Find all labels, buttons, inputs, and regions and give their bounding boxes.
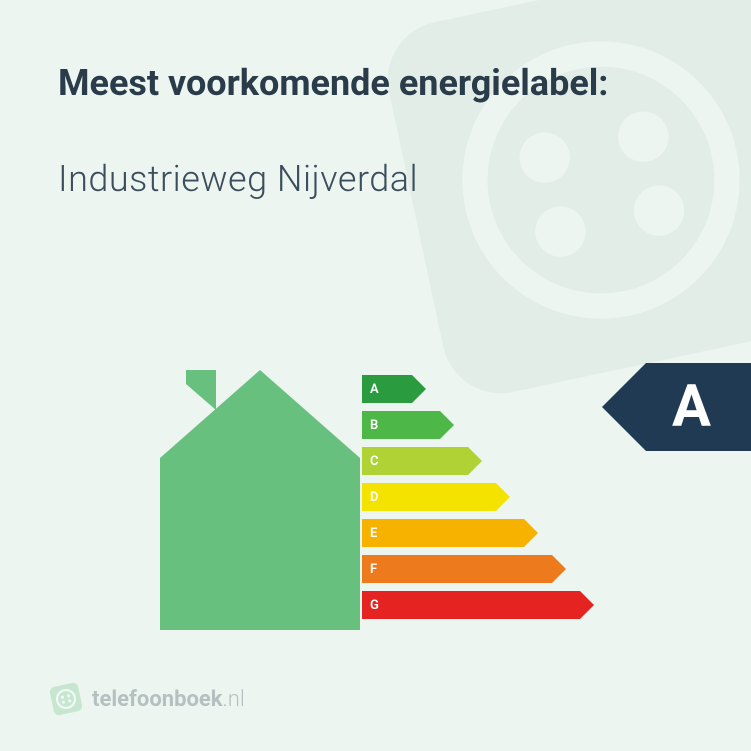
label-bar-arrow [580,591,594,619]
label-bar-text: B [362,411,440,439]
label-bar-arrow [524,519,538,547]
label-bar-arrow [412,375,426,403]
label-bar-arrow [496,483,510,511]
label-bar-a: A [362,375,426,403]
label-bar-text: G [362,591,580,619]
result-badge-letter: A [646,363,751,451]
label-bar-g: G [362,591,594,619]
label-bar-arrow [440,411,454,439]
footer-logo-icon [47,680,85,718]
footer-brand-light: .nl [223,687,245,712]
footer-brand-bold: telefoonboek [92,687,223,712]
label-bar-c: C [362,447,482,475]
label-bar-d: D [362,483,510,511]
label-bar-b: B [362,411,454,439]
label-bar-arrow [468,447,482,475]
label-bar-e: E [362,519,538,547]
label-bar-arrow [552,555,566,583]
footer-logo: telefoonboek.nl [50,683,245,715]
label-bar-text: D [362,483,496,511]
label-bar-text: A [362,375,412,403]
footer-brand-text: telefoonboek.nl [92,687,245,712]
label-bar-text: E [362,519,524,547]
label-bar-text: C [362,447,468,475]
energy-label-chart: ABCDEFG [160,370,610,630]
label-bar-text: F [362,555,552,583]
result-badge-arrow [602,363,646,451]
result-badge: A [602,363,751,451]
house-icon [160,370,360,630]
label-bar-f: F [362,555,566,583]
page-subtitle: Industrieweg Nijverdal [58,158,418,200]
page-title: Meest voorkomende energielabel: [58,62,608,104]
